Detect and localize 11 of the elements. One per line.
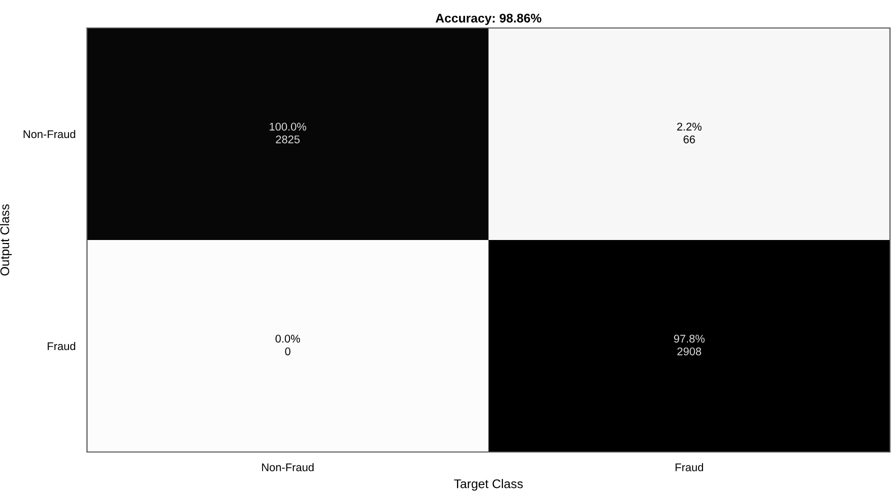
annotation: 100.0% (270, 122, 306, 131)
annotation: 97.8% (674, 334, 705, 343)
data-label: 66 (684, 135, 695, 144)
y-axis-title: Output Class (0, 204, 12, 276)
annotation: 0.0% (276, 334, 300, 343)
data-label: 0 (285, 347, 290, 356)
data-label: 2825 (276, 135, 300, 144)
chart-title: Accuracy: 98.86% (436, 14, 542, 26)
annotation: 2.2% (677, 122, 702, 131)
data-label: 2908 (677, 347, 702, 356)
x-axis-title: Target Class (454, 479, 523, 491)
